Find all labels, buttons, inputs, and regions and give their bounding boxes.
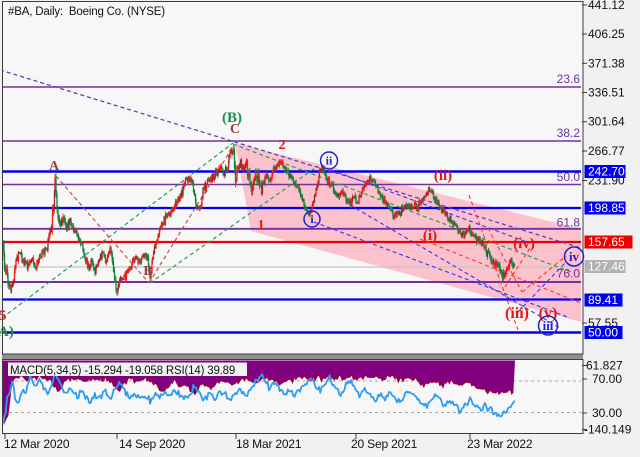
svg-text:1: 1 [258,218,265,233]
svg-text:(A): (A) [0,324,14,340]
svg-text:70.00: 70.00 [592,372,622,386]
svg-text:14 Sep 2020: 14 Sep 2020 [119,437,186,451]
svg-text:336.51: 336.51 [588,86,625,100]
svg-text:i: i [310,212,314,226]
svg-text:(i): (i) [423,228,437,244]
svg-text:2: 2 [279,138,286,153]
svg-text:iv: iv [569,249,580,264]
svg-text:38.2: 38.2 [557,126,581,140]
svg-text:(iv): (iv) [513,236,535,252]
svg-text:301.64: 301.64 [588,115,625,129]
svg-text:30.00: 30.00 [592,406,622,420]
svg-text:(iii): (iii) [505,305,529,322]
svg-text:iii: iii [543,318,554,333]
svg-text:-140.149: -140.149 [584,423,632,437]
svg-text:12 Mar 2020: 12 Mar 2020 [4,437,70,451]
svg-text:61.827: 61.827 [586,359,623,373]
svg-text:18 Mar 2021: 18 Mar 2021 [236,437,302,451]
svg-text:441.12: 441.12 [588,0,625,12]
svg-text:B: B [143,264,152,279]
svg-text:5: 5 [0,308,7,324]
svg-text:371.38: 371.38 [588,56,625,70]
svg-text:MACD(5,34,5) -15.294 -19.058 R: MACD(5,34,5) -15.294 -19.058 RSI(14) 39.… [10,365,235,377]
svg-text:(ii): (ii) [434,168,452,184]
svg-text:C: C [230,122,240,137]
svg-text:(B): (B) [222,110,242,126]
svg-text:23 Mar 2022: 23 Mar 2022 [467,437,533,451]
svg-text:127.46: 127.46 [588,260,625,274]
svg-text:50.00: 50.00 [588,326,618,340]
svg-text:#BA, Daily: Boeing Co. (NYSE): #BA, Daily: Boeing Co. (NYSE) [8,6,165,18]
svg-text:198.85: 198.85 [588,201,625,215]
svg-text:50.0: 50.0 [557,170,581,184]
svg-text:266.77: 266.77 [588,144,625,158]
svg-text:157.65: 157.65 [588,235,625,249]
svg-text:406.25: 406.25 [588,27,625,41]
svg-text:89.41: 89.41 [588,293,618,307]
svg-text:ii: ii [326,154,333,168]
svg-text:20 Sep 2021: 20 Sep 2021 [351,437,418,451]
svg-text:A: A [49,159,60,174]
svg-text:61.8: 61.8 [557,216,581,230]
svg-text:242.70: 242.70 [588,165,625,179]
svg-text:23.6: 23.6 [557,72,581,86]
svg-text:76.0: 76.0 [557,267,581,281]
